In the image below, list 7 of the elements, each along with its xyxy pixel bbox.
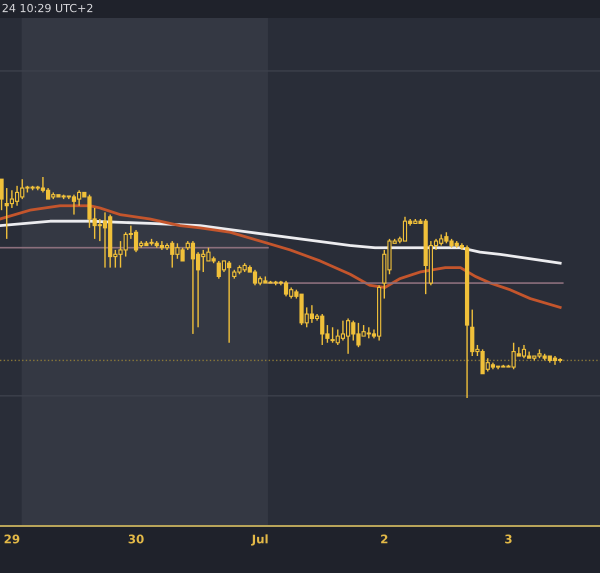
x-tick-label: 3 (505, 534, 512, 544)
x-tick-label: 30 (128, 534, 144, 544)
candlestick (0, 178, 4, 211)
x-tick-label: 2 (381, 534, 388, 544)
chart-title: 24 10:29 UTC+2 (2, 4, 92, 12)
x-tick-label: Jul (251, 534, 268, 546)
x-tick-label: 29 (4, 534, 20, 544)
